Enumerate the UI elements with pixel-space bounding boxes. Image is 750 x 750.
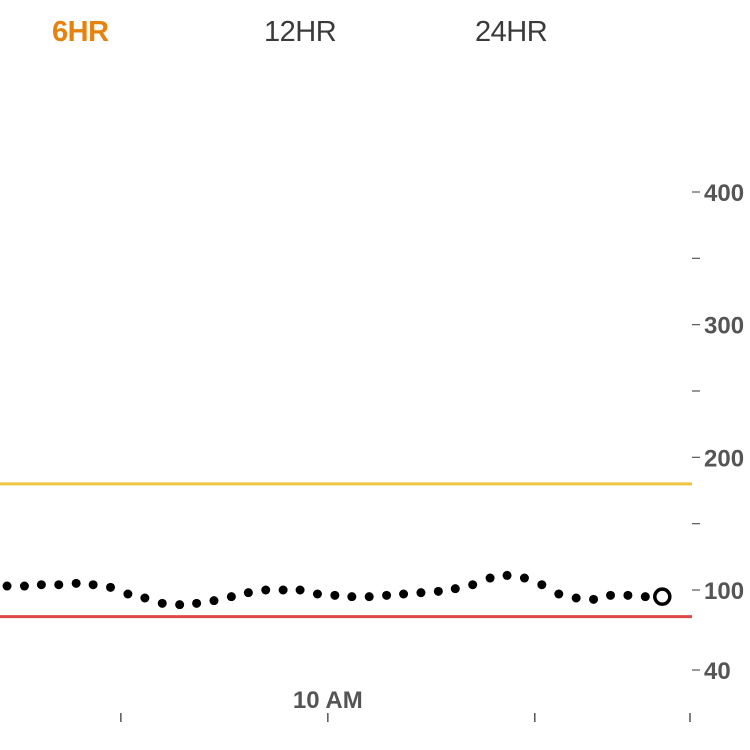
y-tick-label: 40: [704, 658, 731, 685]
x-tick-label: 10 AM: [293, 687, 363, 714]
data-point: [468, 580, 478, 590]
current-reading-marker[interactable]: [653, 587, 672, 606]
data-point: [589, 594, 599, 604]
y-tick-label: 100: [704, 578, 744, 605]
data-point: [502, 570, 512, 580]
data-point: [623, 590, 633, 600]
tab-6hr[interactable]: 6HR: [52, 16, 109, 48]
data-point: [364, 592, 374, 602]
data-point: [106, 582, 116, 592]
data-point: [571, 593, 581, 603]
data-point: [450, 584, 460, 594]
data-point: [226, 592, 236, 602]
y-tick-label: 300: [704, 313, 744, 340]
data-point: [382, 590, 392, 600]
data-point: [54, 580, 64, 590]
data-point: [347, 592, 357, 602]
data-point: [399, 589, 409, 599]
data-point: [2, 581, 12, 591]
data-point: [243, 588, 253, 598]
data-point: [88, 580, 98, 590]
y-tick-label: 400: [704, 180, 744, 207]
data-point: [123, 589, 133, 599]
data-point: [519, 573, 529, 583]
data-point: [485, 573, 495, 583]
data-point: [175, 600, 185, 610]
data-point: [209, 596, 219, 606]
data-point: [606, 590, 616, 600]
data-point: [554, 589, 564, 599]
data-point: [19, 581, 29, 591]
data-point: [71, 578, 81, 588]
data-point: [36, 580, 46, 590]
tab-24hr[interactable]: 24HR: [475, 16, 548, 48]
data-point: [640, 592, 650, 602]
data-point: [433, 586, 443, 596]
data-point: [312, 589, 322, 599]
data-point: [416, 588, 426, 598]
data-point: [157, 598, 167, 608]
data-point: [278, 585, 288, 595]
tab-12hr[interactable]: 12HR: [264, 16, 337, 48]
data-point: [192, 598, 202, 608]
data-point: [261, 585, 271, 595]
data-point: [537, 580, 547, 590]
y-tick-label: 200: [704, 445, 744, 472]
data-point: [295, 585, 305, 595]
data-point: [140, 593, 150, 603]
data-point: [330, 590, 340, 600]
